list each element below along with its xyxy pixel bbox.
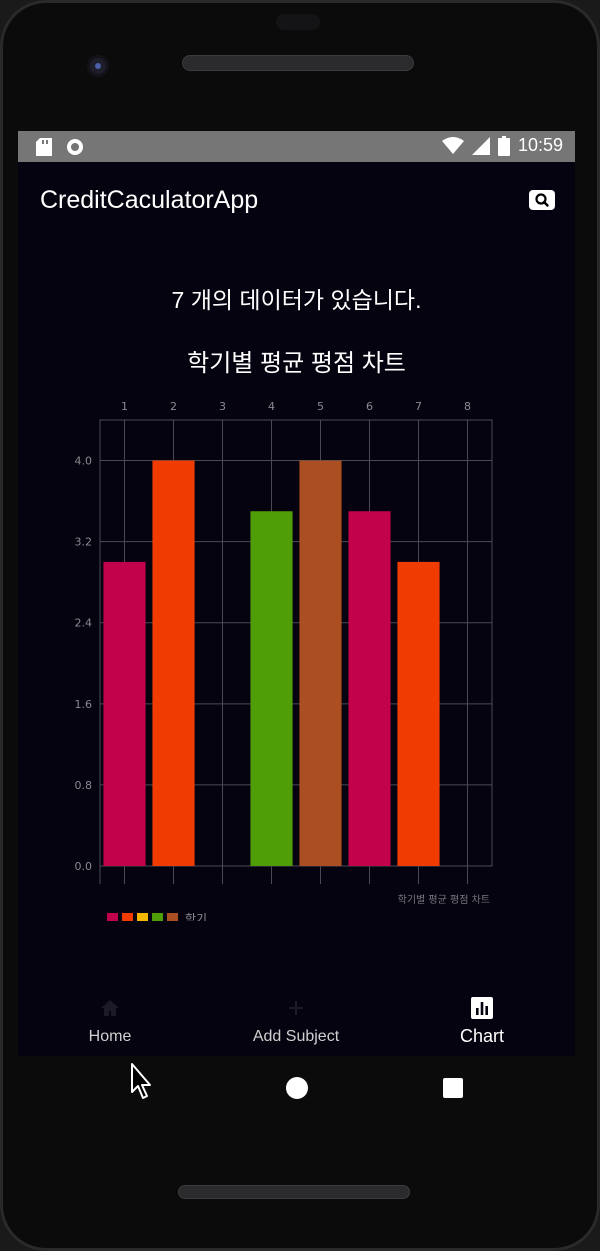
y-tick-label: 0.8 [75,779,93,792]
sync-icon [67,139,83,155]
legend-swatch [107,913,118,921]
data-count-text: 7 개의 데이터가 있습니다. [171,287,422,313]
nav-item-chart[interactable]: Chart [407,986,557,1056]
y-tick-label: 1.6 [75,698,93,711]
bar-semester-7 [397,561,440,866]
app-bar: CreditCaculatorApp [18,162,575,242]
legend-swatch [152,913,163,921]
signal-icon [471,136,490,155]
x-tick-label: 3 [219,400,226,413]
status-time: 10:59 [517,135,563,155]
x-tick-label: 2 [170,400,177,413]
bar-semester-2 [152,460,195,866]
chart-description-label: 학기별 평균 평점 차트 [398,894,490,906]
bar-semester-5 [299,460,342,866]
search-button[interactable] [529,190,555,210]
x-tick-label: 4 [268,400,275,413]
y-tick-label: 3.2 [75,536,93,549]
home-button[interactable] [286,1077,308,1099]
front-camera [87,55,109,77]
x-tick-label: 1 [121,400,128,413]
x-tick-label: 8 [464,400,471,413]
y-tick-label: 4.0 [75,455,93,468]
battery-icon [497,135,510,156]
earpiece-speaker [182,55,414,71]
app-title: CreditCaculatorApp [40,186,259,214]
x-tick-label: 6 [366,400,373,413]
bar-semester-4 [250,511,293,866]
add-icon [289,1001,303,1015]
recents-button[interactable] [443,1078,463,1098]
nav-item-add-subject[interactable]: Add Subject [221,986,371,1056]
bottom-navigation: Home Add Subject Chart [18,986,575,1056]
legend-label: 학기 [185,912,207,921]
proximity-sensor [276,14,320,30]
search-icon [535,193,549,207]
legend-swatch [137,913,148,921]
legend-swatch [167,913,178,921]
legend-swatch [122,913,133,921]
bottom-speaker [178,1185,410,1199]
nav-label-add-subject: Add Subject [252,1028,340,1045]
wifi-icon [441,136,464,154]
status-bar: 10:59 [18,131,575,162]
nav-item-home[interactable]: Home [35,986,185,1056]
sd-card-icon [36,138,52,156]
bar-chart-icon [471,997,493,1019]
y-tick-label: 2.4 [75,617,93,630]
x-tick-label: 7 [415,400,422,413]
back-button[interactable] [130,1062,154,1102]
nav-label-chart: Chart [459,1026,504,1046]
home-icon [101,1000,119,1016]
bar-semester-1 [103,561,146,866]
chart-heading: 학기별 평균 평점 차트 [187,350,406,377]
screen: 10:59 CreditCaculatorApp 7 개의 데이터가 있습니다.… [18,131,575,1056]
nav-label-home: Home [88,1028,132,1045]
y-tick-label: 0.0 [75,860,93,873]
x-tick-label: 5 [317,400,324,413]
bar-semester-6 [348,511,391,866]
